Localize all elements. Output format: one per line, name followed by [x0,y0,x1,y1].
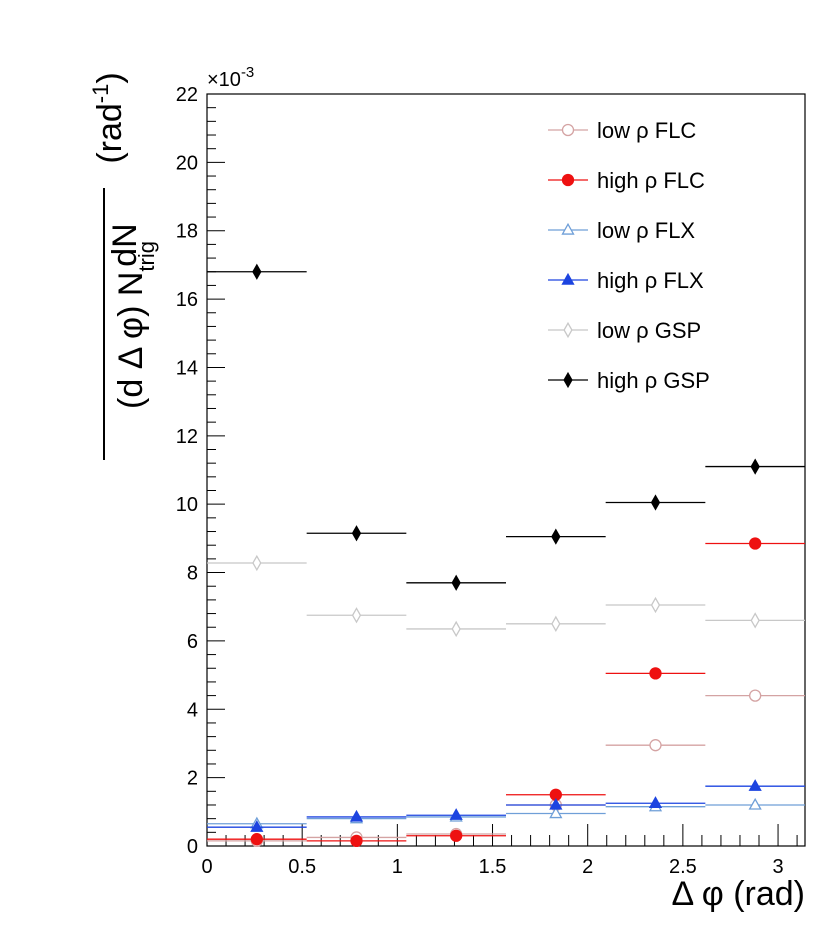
data-point [749,689,762,702]
y-tick-label: 0 [187,836,198,858]
y-tick-label: 12 [176,426,198,448]
legend-label: high ρ FLC [597,168,705,193]
x-axis-ticks: 0 0.5 1 1.5 2 2.5 3 [201,824,798,878]
data-point [250,833,263,846]
legend-marker [561,222,575,235]
y-tick-label: 18 [176,221,198,243]
data-point [650,494,661,511]
x-tick-label: 1 [392,856,403,878]
series-2 [207,797,805,829]
data-point [351,607,362,624]
data-point [549,797,563,810]
legend-marker [561,123,575,137]
y-tick-label: 4 [187,699,198,721]
x-tick-label: 0 [201,856,212,878]
data-point [748,797,762,810]
y-tick-label: 14 [176,357,198,379]
data-point [649,739,662,752]
exponent-label: ×10-3 [207,64,254,91]
data-point [649,667,662,680]
y-tick-label: 20 [176,152,198,174]
legend-label: low ρ FLX [597,218,695,243]
legend-marker [563,371,573,389]
data-point [250,820,264,832]
series-5 [207,263,805,591]
data-point [749,537,762,550]
x-tick-label: 3 [772,856,783,878]
data-point [252,554,262,572]
y-axis-title-unit: (rad-1) [88,72,129,163]
data-point [551,528,561,545]
legend-label: high ρ FLX [597,268,704,293]
data-point [350,834,363,848]
y-tick-label: 10 [176,494,198,516]
series-0 [207,689,805,848]
data-point [450,829,463,842]
y-axis-title-numerator: dN [106,223,144,266]
series-1 [207,537,805,848]
y-tick-label: 2 [187,768,198,790]
data-point [351,525,362,542]
x-tick-label: 2 [582,856,593,878]
legend-label: low ρ FLC [597,118,696,143]
legend-marker [563,321,573,339]
legend-label: low ρ GSP [597,318,701,343]
y-axis-title-denominator: (d Δ φ) Ntrig [112,241,159,409]
series-4 [207,554,805,638]
data-point [648,796,663,808]
y-tick-label: 22 [176,84,198,106]
data-point [650,596,661,614]
legend-marker [561,272,575,285]
legend-marker [561,173,575,187]
data-point [451,620,461,638]
plot-frame [206,93,806,847]
x-axis-title: Δ φ (rad) [671,875,805,913]
series-3 [207,779,805,832]
data-point [750,458,760,475]
y-tick-label: 8 [187,563,198,585]
data-point [549,806,563,819]
data-point [449,808,463,820]
data-point [748,779,762,791]
y-tick-label: 16 [176,289,198,311]
y-axis-ticks: 0 2 4 6 8 10 12 14 16 18 20 22 [176,84,225,858]
x-tick-label: 2.5 [669,856,697,878]
series-layer [207,263,805,848]
x-tick-label: 0.5 [288,856,316,878]
data-point [349,809,364,822]
y-axis-title: dN (d Δ φ) Ntrig (rad-1) [88,72,159,460]
legend-label: high ρ GSP [597,368,710,393]
data-point [451,574,461,591]
y-tick-label: 6 [187,631,198,653]
legend: low ρ FLC high ρ FLC low ρ FLX high ρ FLX lo… [548,118,710,393]
data-point [252,263,262,280]
data-point [551,615,561,632]
data-point [750,612,760,629]
x-tick-label: 1.5 [479,856,507,878]
